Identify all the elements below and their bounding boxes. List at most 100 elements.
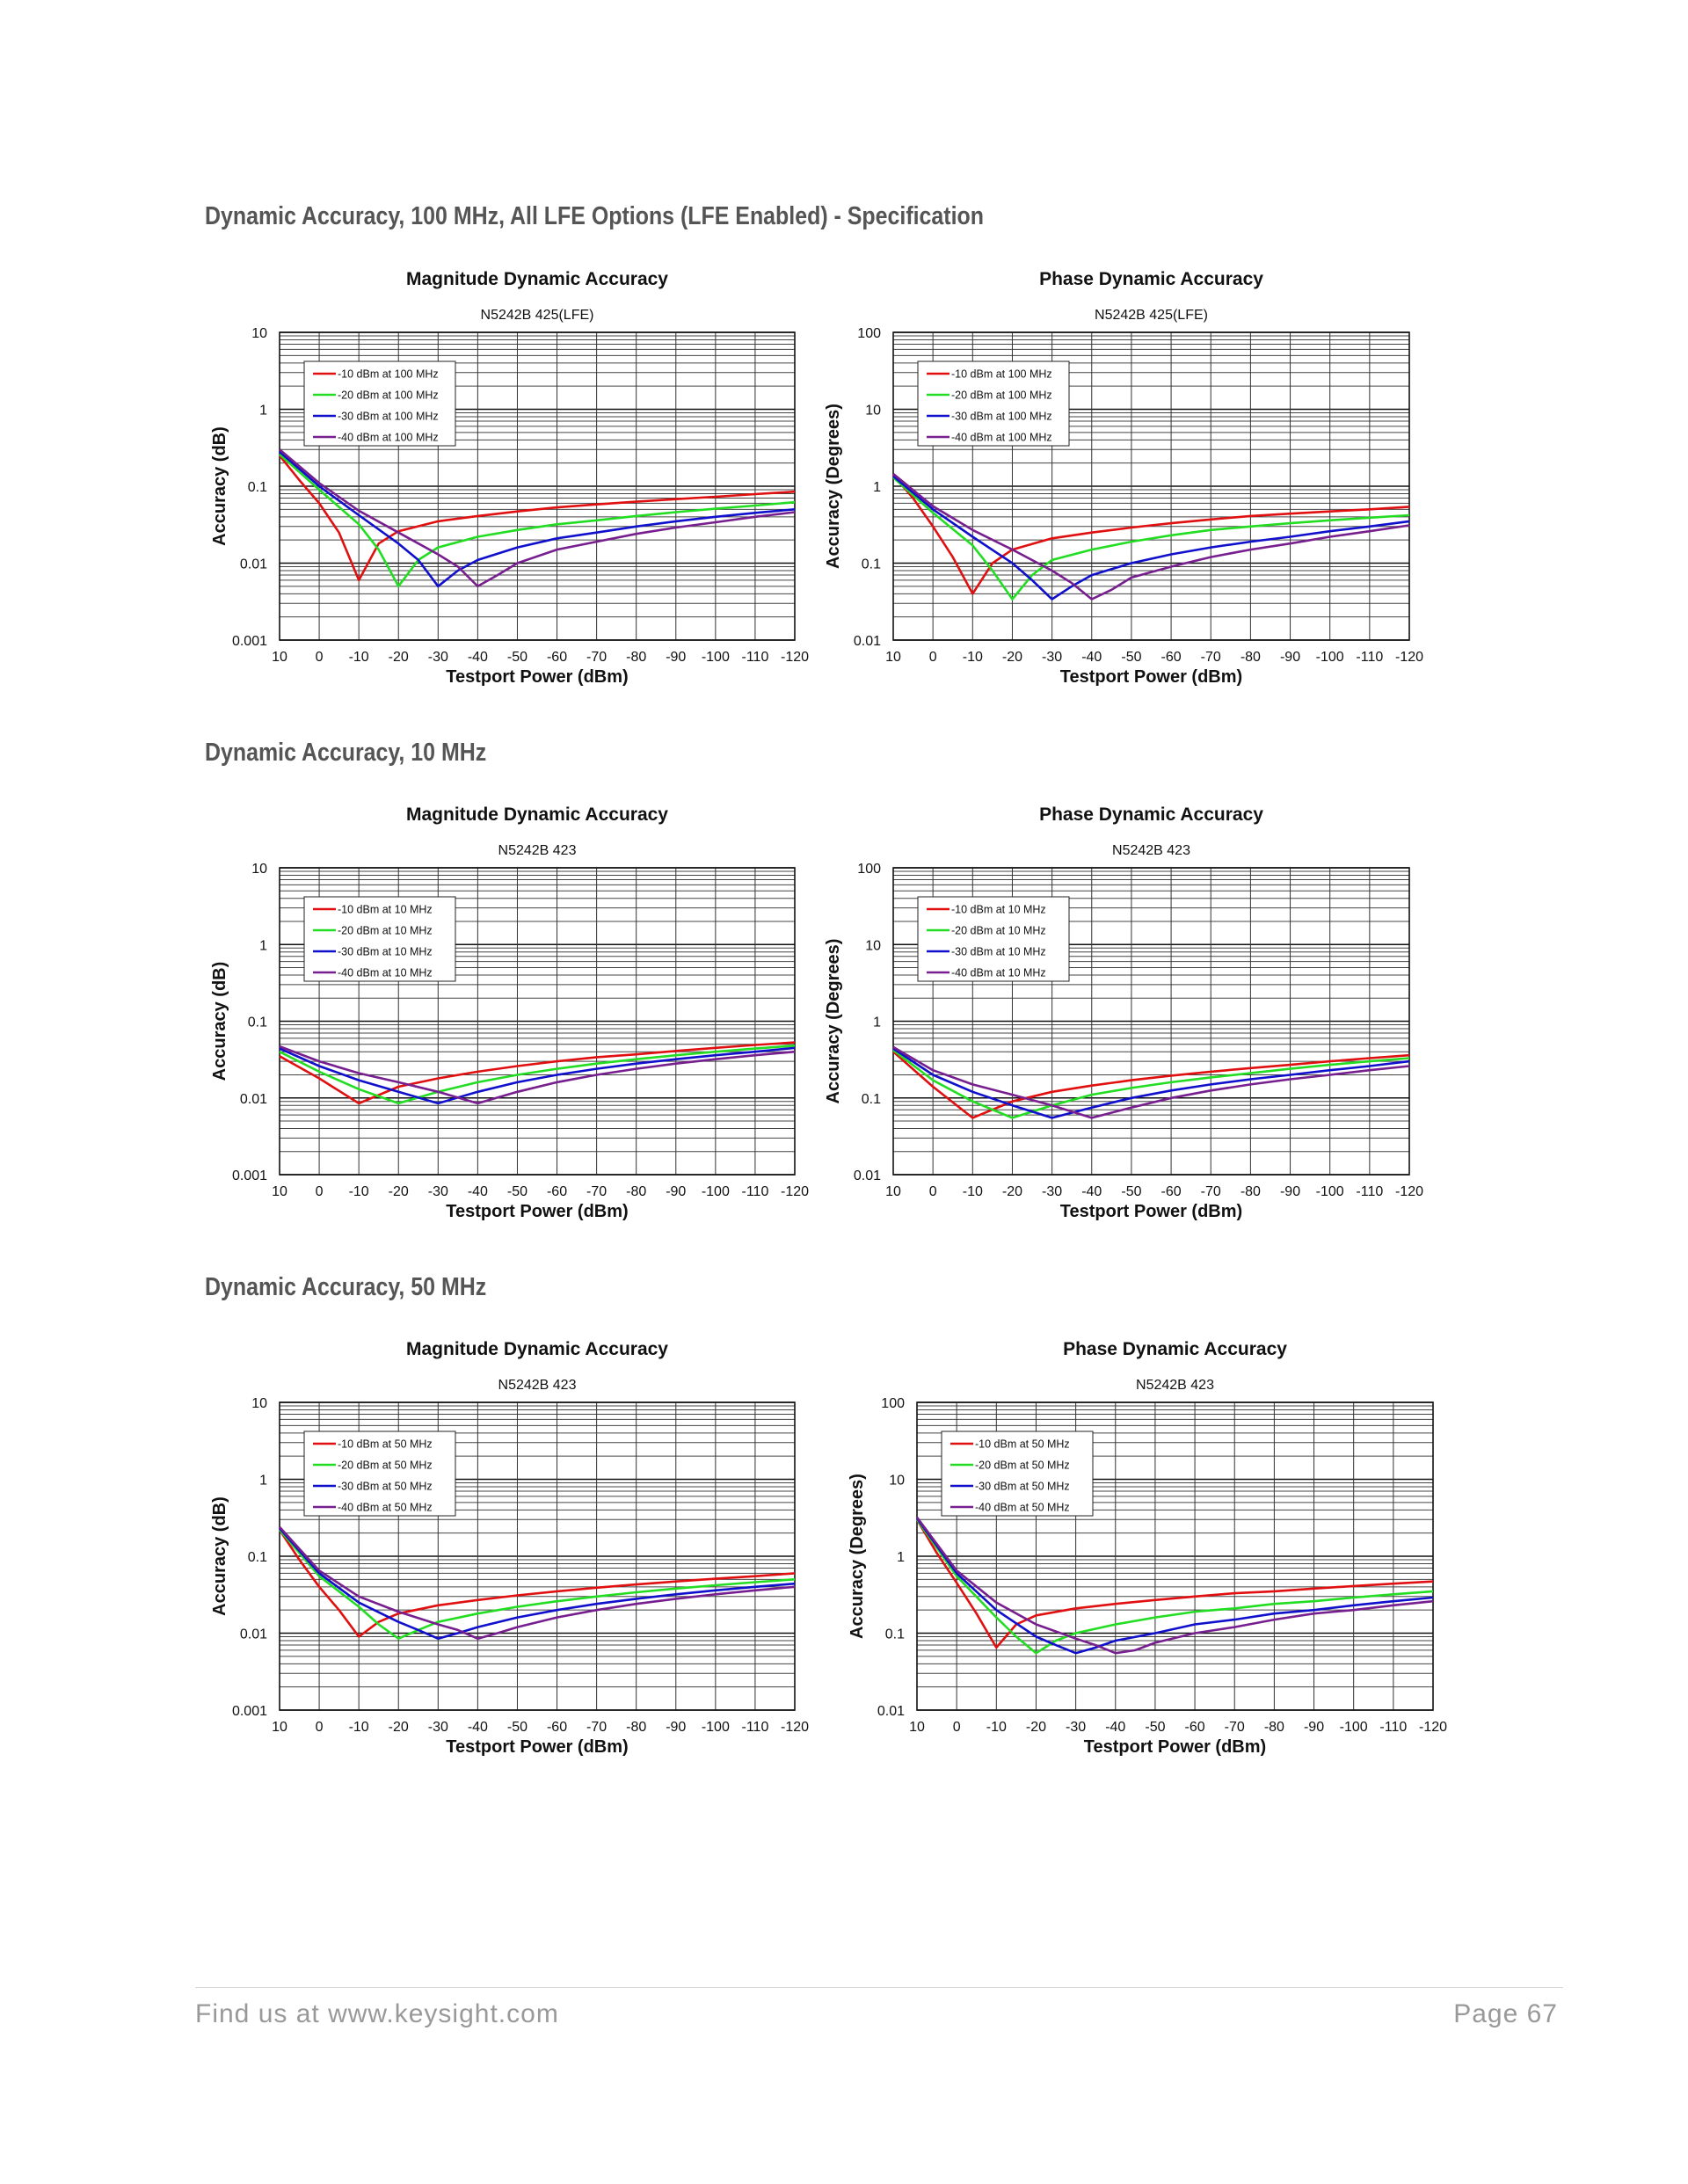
legend-entry: -40 dBm at 100 MHz: [951, 432, 1052, 444]
y-tick-label: 0.1: [862, 557, 881, 572]
x-tick-label: -80: [626, 1720, 646, 1735]
chart-title: Magnitude Dynamic Accuracy: [406, 1339, 668, 1359]
x-tick-label: -80: [1241, 650, 1261, 665]
y-axis-label: Accuracy (dB): [210, 426, 229, 546]
legend-entry: -20 dBm at 50 MHz: [975, 1460, 1070, 1472]
legend-entry: -30 dBm at 100 MHz: [951, 411, 1052, 423]
x-axis-label: Testport Power (dBm): [1084, 1737, 1266, 1757]
x-tick-label: -20: [389, 650, 409, 665]
legend-entry: -20 dBm at 100 MHz: [951, 389, 1052, 402]
x-tick-label: 0: [953, 1720, 961, 1735]
x-tick-label: -110: [742, 1184, 769, 1199]
y-tick-label: 10: [251, 862, 267, 877]
legend-entry: -40 dBm at 10 MHz: [338, 967, 433, 979]
x-tick-label: -10: [349, 1184, 369, 1199]
x-tick-label: -90: [1280, 1184, 1300, 1199]
chart-title: Phase Dynamic Accuracy: [1063, 1339, 1287, 1359]
y-tick-label: 0.1: [248, 1016, 267, 1030]
x-tick-label: -110: [1356, 1184, 1383, 1199]
legend-entry: -30 dBm at 10 MHz: [951, 946, 1046, 958]
plot-frame: [279, 331, 796, 641]
x-tick-label: -40: [1081, 650, 1102, 665]
x-tick-label: -40: [468, 650, 488, 665]
x-tick-label: -30: [1066, 1720, 1086, 1735]
y-tick-label: 10: [251, 326, 267, 341]
grid: [892, 867, 1410, 1176]
x-tick-label: -100: [1316, 650, 1344, 665]
legend: -10 dBm at 50 MHz -20 dBm at 50 MHz -30 dB…: [303, 1431, 456, 1517]
y-tick-label: 1: [259, 404, 267, 419]
series-line-1: [278, 455, 796, 582]
x-tick-label: -110: [1379, 1720, 1407, 1735]
x-tick-label: -100: [1340, 1720, 1368, 1735]
legend-entry: -30 dBm at 10 MHz: [338, 946, 433, 958]
x-tick-label: -60: [1185, 1720, 1205, 1735]
x-tick-label: -90: [666, 650, 686, 665]
legend-box: [917, 896, 1070, 982]
x-tick-label: -110: [1356, 650, 1383, 665]
legend-box: [303, 1431, 456, 1517]
legend-box: [917, 360, 1070, 447]
y-tick-label: 100: [881, 1396, 905, 1411]
x-tick-label: -40: [1105, 1720, 1125, 1735]
series-line-2: [892, 1049, 1410, 1119]
x-tick-label: -110: [742, 650, 769, 665]
x-axis-label: Testport Power (dBm): [1060, 667, 1242, 687]
y-tick-label: 0.1: [885, 1627, 905, 1642]
series-line-3: [892, 475, 1410, 601]
x-tick-label: -120: [1395, 650, 1423, 665]
series-line-4: [892, 472, 1410, 601]
chart-mag-10: Magnitude Dynamic Accuracy N5242B 423 10 0 -…: [210, 804, 809, 1221]
x-tick-label: -50: [507, 1720, 528, 1735]
legend-entry: -10 dBm at 50 MHz: [338, 1438, 433, 1451]
x-tick-label: -60: [547, 1184, 567, 1199]
series-line-3: [892, 1047, 1410, 1119]
x-tick-label: -100: [702, 1184, 730, 1199]
x-axis-label: Testport Power (dBm): [1060, 1202, 1242, 1221]
legend-entry: -40 dBm at 50 MHz: [975, 1502, 1070, 1514]
y-tick-label: 0.01: [854, 634, 881, 649]
chart-title: Phase Dynamic Accuracy: [1039, 804, 1263, 825]
series-line-2: [915, 1518, 1434, 1655]
x-tick-label: 10: [909, 1720, 925, 1735]
plot-frame: [279, 1401, 796, 1711]
y-tick-label: 10: [865, 404, 881, 419]
legend: -10 dBm at 50 MHz -20 dBm at 50 MHz -30 dB…: [941, 1431, 1094, 1517]
x-tick-label: -20: [1002, 1184, 1022, 1199]
y-tick-label: 1: [897, 1550, 905, 1565]
legend-entry: -20 dBm at 100 MHz: [338, 389, 439, 402]
x-axis-label: Testport Power (dBm): [446, 1202, 628, 1221]
x-tick-label: -70: [586, 650, 607, 665]
y-axis-label: Accuracy (Degrees): [824, 404, 843, 569]
series-line-1: [892, 1051, 1410, 1119]
legend-entry: -20 dBm at 10 MHz: [338, 925, 433, 937]
legend-entry: -10 dBm at 100 MHz: [338, 368, 439, 381]
series-line-4: [279, 448, 796, 588]
x-tick-label: -90: [1280, 650, 1300, 665]
y-tick-label: 0.01: [877, 1704, 905, 1719]
chart-subtitle: N5242B 425(LFE): [1095, 308, 1208, 323]
legend-entry: -10 dBm at 50 MHz: [975, 1438, 1070, 1451]
y-tick-label: 0.1: [248, 1550, 267, 1565]
legend-entry: -30 dBm at 50 MHz: [338, 1481, 433, 1493]
legend-entry: -10 dBm at 10 MHz: [338, 904, 433, 916]
x-tick-label: -60: [1161, 1184, 1182, 1199]
series-line-3: [279, 450, 796, 588]
x-tick-label: -40: [468, 1184, 488, 1199]
x-tick-label: -40: [468, 1720, 488, 1735]
y-tick-label: 1: [873, 480, 881, 495]
x-tick-label: -70: [1201, 650, 1221, 665]
series-line-1: [278, 1529, 796, 1638]
legend-entry: -10 dBm at 100 MHz: [951, 368, 1052, 381]
legend-entry: -40 dBm at 10 MHz: [951, 967, 1046, 979]
legend-entry: -20 dBm at 50 MHz: [338, 1460, 433, 1472]
series-line-2: [279, 1529, 796, 1640]
footer-divider: [195, 1987, 1563, 1988]
x-tick-label: -30: [428, 650, 448, 665]
legend-entry: -40 dBm at 50 MHz: [338, 1502, 433, 1514]
y-tick-label: 0.01: [240, 557, 267, 572]
x-tick-label: -30: [1042, 650, 1062, 665]
section-heading-10mhz: Dynamic Accuracy, 10 MHz: [205, 739, 487, 767]
